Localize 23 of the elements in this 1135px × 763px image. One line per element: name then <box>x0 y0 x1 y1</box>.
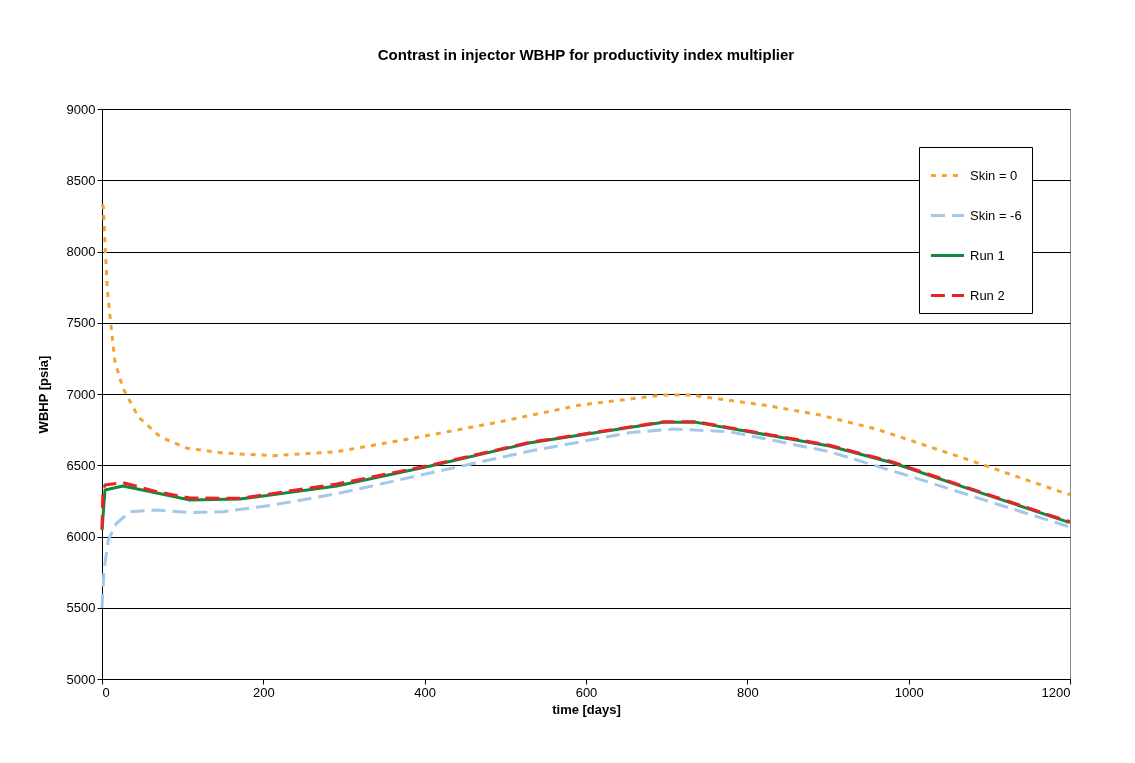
x-tick-label: 200 <box>252 684 275 700</box>
y-tick-label: 5500 <box>66 600 96 616</box>
y-tick-label: 8000 <box>66 244 96 259</box>
x-tick-label: 400 <box>414 684 437 700</box>
y-tick-label: 6000 <box>66 529 96 544</box>
x-tick-label: 0 <box>102 684 110 700</box>
x-tick-label: 1000 <box>894 684 924 700</box>
x-tick-label: 800 <box>736 684 759 700</box>
x-tick-label: 600 <box>575 684 598 700</box>
legend-label: Skin = 0 <box>970 167 1018 183</box>
legend-label: Run 1 <box>970 247 1005 263</box>
legend-label: Skin = -6 <box>970 207 1022 223</box>
chart-title: Contrast in injector WBHP for productivity index multiplier <box>377 46 795 63</box>
y-tick-label: 8500 <box>66 172 96 188</box>
y-tick-label: 5000 <box>66 671 96 687</box>
y-axis-title: WBHP [psia] <box>35 355 51 434</box>
y-tick-label: 7500 <box>66 315 96 331</box>
y-tick-label: 9000 <box>66 101 96 117</box>
x-axis-title: time [days] <box>552 701 621 717</box>
y-tick-label: 6500 <box>66 457 96 473</box>
y-tick-label: 7000 <box>66 386 96 402</box>
legend-label: Run 2 <box>970 287 1005 303</box>
x-tick-label: 1200 <box>1041 684 1071 700</box>
